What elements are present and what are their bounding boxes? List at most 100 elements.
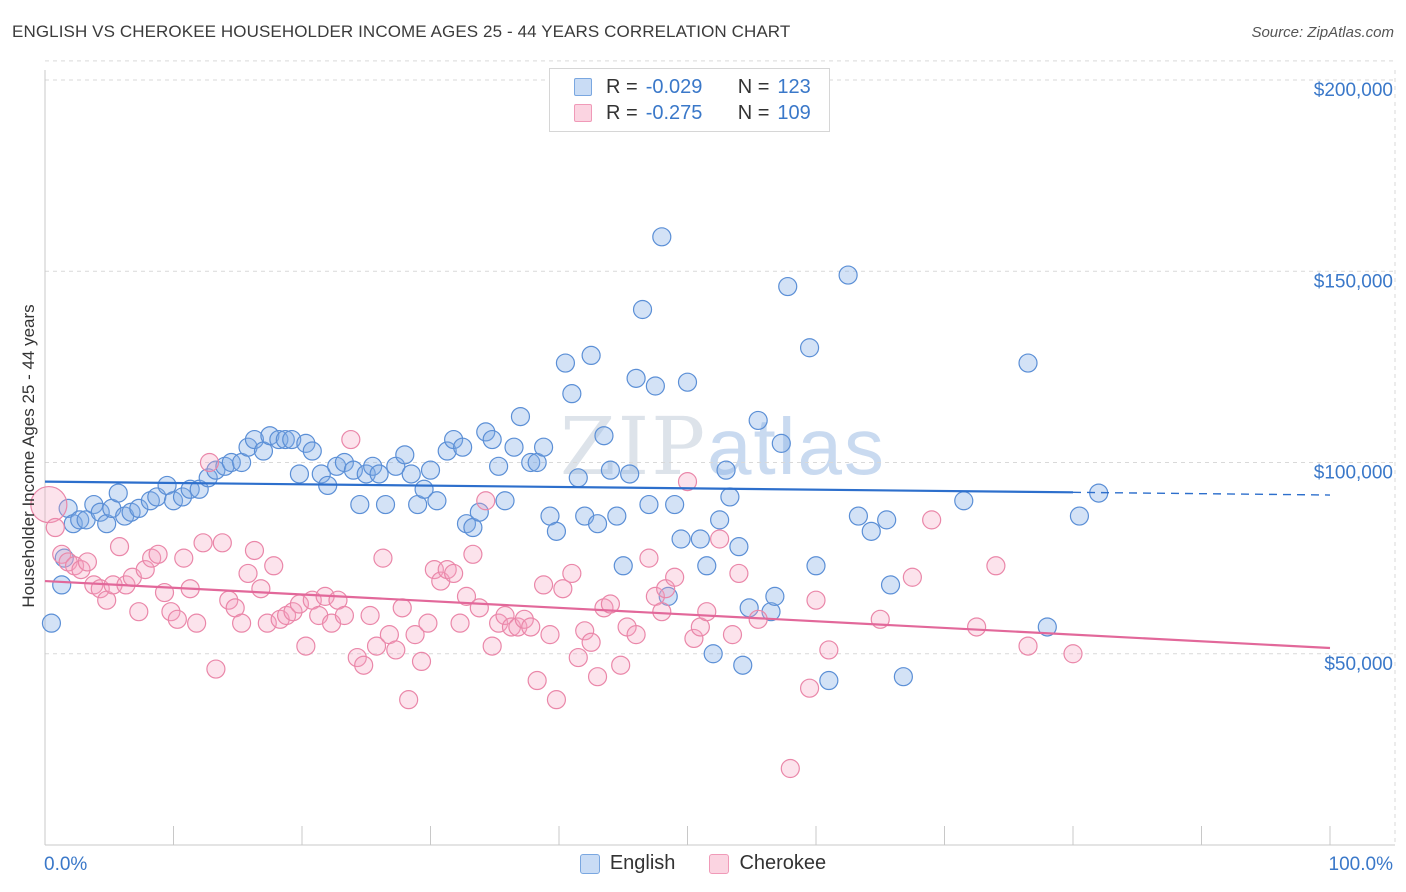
axis-layer (44, 70, 1395, 846)
cherokee-point (540, 625, 560, 645)
cherokee-point (568, 647, 588, 668)
english-point (437, 441, 457, 461)
cherokee-point (212, 533, 232, 553)
english-point (555, 353, 576, 373)
y-tick-label: $200,000 (1314, 80, 1393, 101)
english-point (302, 441, 322, 461)
english-point (771, 433, 791, 453)
cherokee-swatch (574, 104, 592, 122)
cherokee-point (476, 491, 496, 511)
english-point (427, 491, 447, 511)
cherokee-point (354, 655, 374, 675)
legend-r-label: R = (606, 101, 638, 124)
cherokee-point (799, 678, 820, 698)
cherokee-point (986, 556, 1006, 576)
english-point (819, 670, 839, 691)
cherokee-point (399, 690, 419, 710)
cherokee-point (806, 590, 826, 610)
cherokee-point (135, 559, 155, 580)
english-point (562, 384, 582, 404)
english-trend-line (44, 480, 1074, 494)
english-point (607, 506, 627, 526)
y-tick-label: $50,000 (1324, 654, 1393, 675)
english-point (1018, 353, 1038, 373)
cherokee-point (444, 563, 464, 584)
cherokee-point (611, 655, 631, 675)
cherokee-point (722, 625, 743, 645)
legend-n-cherokee: 109 (777, 101, 811, 124)
english-point (720, 487, 740, 507)
english-point (401, 464, 421, 484)
cherokee-point (232, 613, 252, 633)
english-point (613, 556, 633, 576)
legend-n-label: N = (737, 101, 770, 124)
english-point (311, 464, 331, 484)
cherokee-point (283, 602, 303, 622)
cherokee-point (710, 529, 730, 549)
english-point (489, 456, 509, 476)
english-point (877, 510, 897, 530)
cherokee-point (533, 575, 554, 595)
english-point (652, 227, 672, 247)
cherokee-point (902, 567, 922, 587)
english-point (129, 498, 149, 518)
cherokee-point (527, 670, 547, 691)
cherokee-point (922, 510, 942, 530)
english-point (690, 529, 710, 549)
english-point (620, 464, 640, 484)
english-point (954, 491, 974, 511)
english-point (1037, 617, 1057, 637)
english-point (568, 468, 588, 488)
cherokee-point (469, 598, 489, 618)
cherokee-point (373, 548, 393, 568)
cherokee-point (495, 605, 515, 626)
english-point (343, 460, 363, 480)
cherokee-point (463, 544, 483, 564)
cherokee-point (244, 540, 265, 561)
cherokee-point (780, 758, 800, 779)
cherokee-point (71, 559, 91, 580)
english-point (58, 498, 78, 518)
english-point (476, 422, 496, 442)
english-point (546, 521, 567, 541)
english-point (84, 494, 104, 515)
cherokee-point (587, 667, 608, 687)
cherokee-legend-label: Cherokee (739, 852, 827, 874)
cherokee-point (684, 628, 704, 649)
english-point (703, 644, 723, 664)
english-point (52, 575, 72, 595)
english-point (729, 537, 749, 557)
series-legend-cherokee[interactable]: Cherokee (709, 852, 826, 875)
english-point (510, 407, 531, 427)
cherokee-point (386, 640, 406, 660)
english-point (420, 460, 441, 480)
english-point (587, 514, 608, 534)
series-legend-english[interactable]: English (579, 852, 675, 875)
x-tick-label: 0.0% (44, 854, 87, 875)
english-point (848, 506, 869, 526)
cherokee-point (45, 517, 65, 538)
cherokee-point (729, 563, 749, 584)
cherokee-point (456, 586, 477, 606)
english-point (671, 529, 691, 549)
english-point (665, 494, 685, 515)
english-point (626, 368, 646, 388)
cherokee-point (347, 647, 367, 668)
english-point (172, 487, 193, 507)
english-point (799, 338, 820, 358)
english-point (861, 521, 881, 541)
cherokee-point (405, 625, 425, 645)
english-point (893, 667, 913, 687)
english-point (289, 464, 310, 484)
x-tick-label: 100.0% (1329, 854, 1394, 875)
english-point (880, 575, 901, 595)
cherokee-point (148, 544, 168, 564)
english-point (594, 426, 614, 446)
english-point (97, 514, 117, 534)
cherokee-point (1063, 644, 1083, 664)
english-trend-extension (1072, 491, 1331, 496)
english-point (350, 494, 370, 515)
english-point (70, 510, 90, 530)
correlation-legend: R = -0.029 N = 123 R = -0.275 N = 109 (549, 68, 830, 132)
english-point (1069, 506, 1090, 526)
